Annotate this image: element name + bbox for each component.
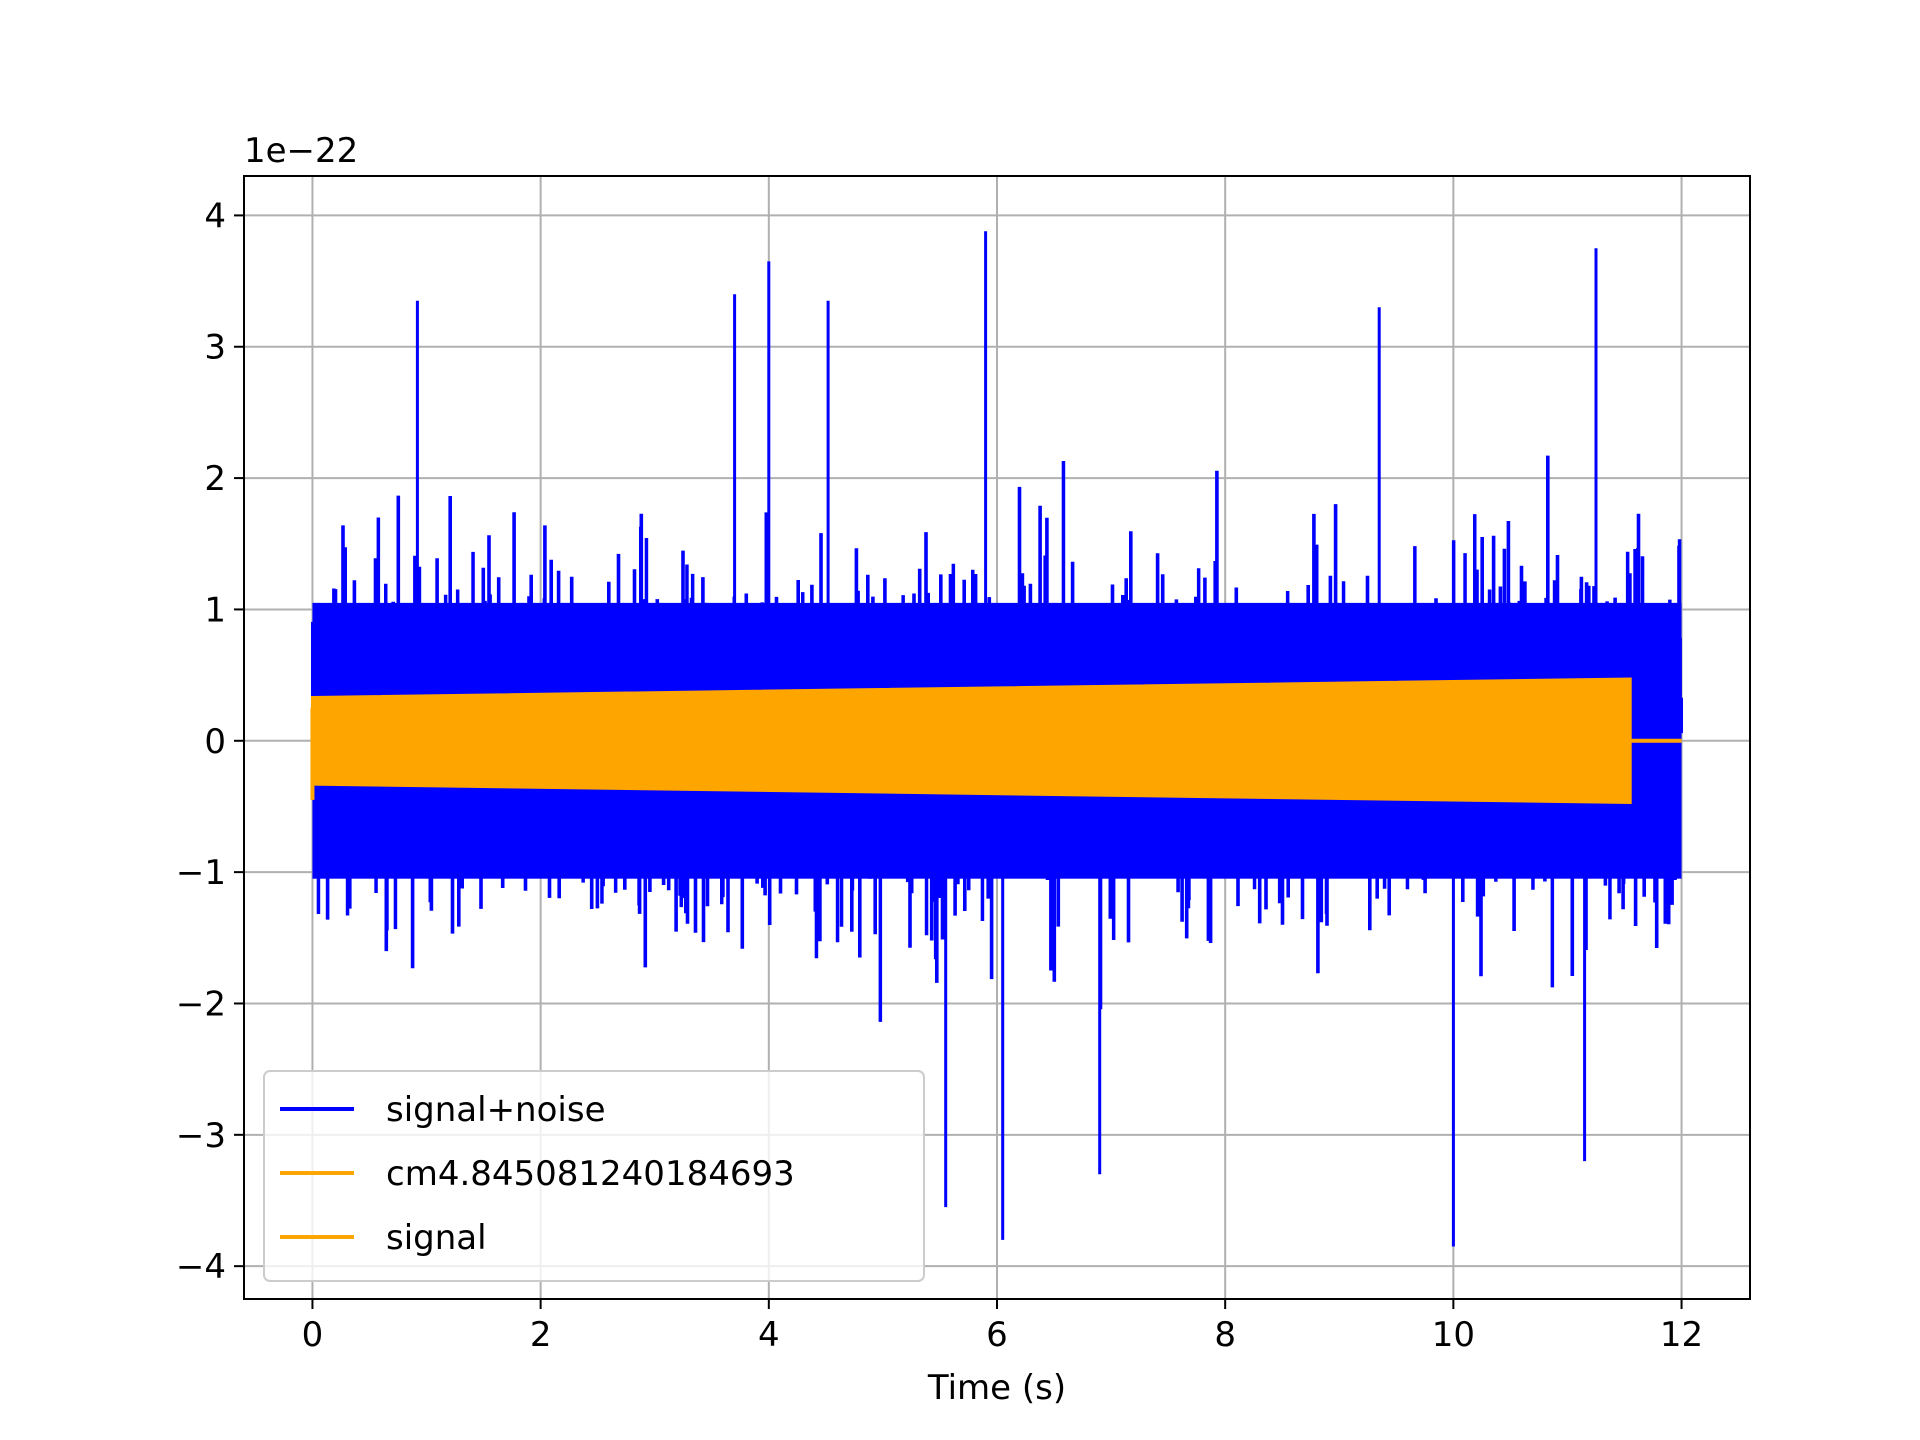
x-tick-label-0: 0 — [302, 1315, 324, 1355]
x-tick-label-6: 12 — [1660, 1315, 1703, 1355]
legend-label-2: signal — [386, 1218, 487, 1258]
y-tick-label-4: 0 — [204, 722, 226, 762]
legend: signal+noise cm4.845081240184693 signal — [263, 1070, 925, 1282]
x-axis-label: Time (s) — [927, 1368, 1066, 1408]
x-tick-label-3: 6 — [986, 1315, 1008, 1355]
y-tick-label-1: −3 — [176, 1116, 226, 1156]
y-tick-label-3: −1 — [176, 853, 226, 893]
y-offset-label: 1e−22 — [244, 131, 358, 171]
legend-label-1: cm4.845081240184693 — [386, 1154, 795, 1194]
plot-area — [310, 231, 1683, 1247]
x-tick-label-4: 8 — [1214, 1315, 1236, 1355]
y-tick-label-8: 4 — [204, 196, 226, 236]
y-tick-label-2: −2 — [176, 984, 226, 1024]
y-tick-label-0: −4 — [176, 1247, 226, 1287]
y-tick-label-6: 2 — [204, 459, 226, 499]
y-tick-label-7: 3 — [204, 328, 226, 368]
x-tick-label-5: 10 — [1432, 1315, 1475, 1355]
x-tick-label-1: 2 — [530, 1315, 552, 1355]
series-signal-band — [310, 677, 1632, 805]
y-tick-label-5: 1 — [204, 590, 226, 630]
x-tick-label-2: 4 — [758, 1315, 780, 1355]
legend-label-0: signal+noise — [386, 1090, 606, 1130]
legend-box — [263, 1070, 925, 1282]
